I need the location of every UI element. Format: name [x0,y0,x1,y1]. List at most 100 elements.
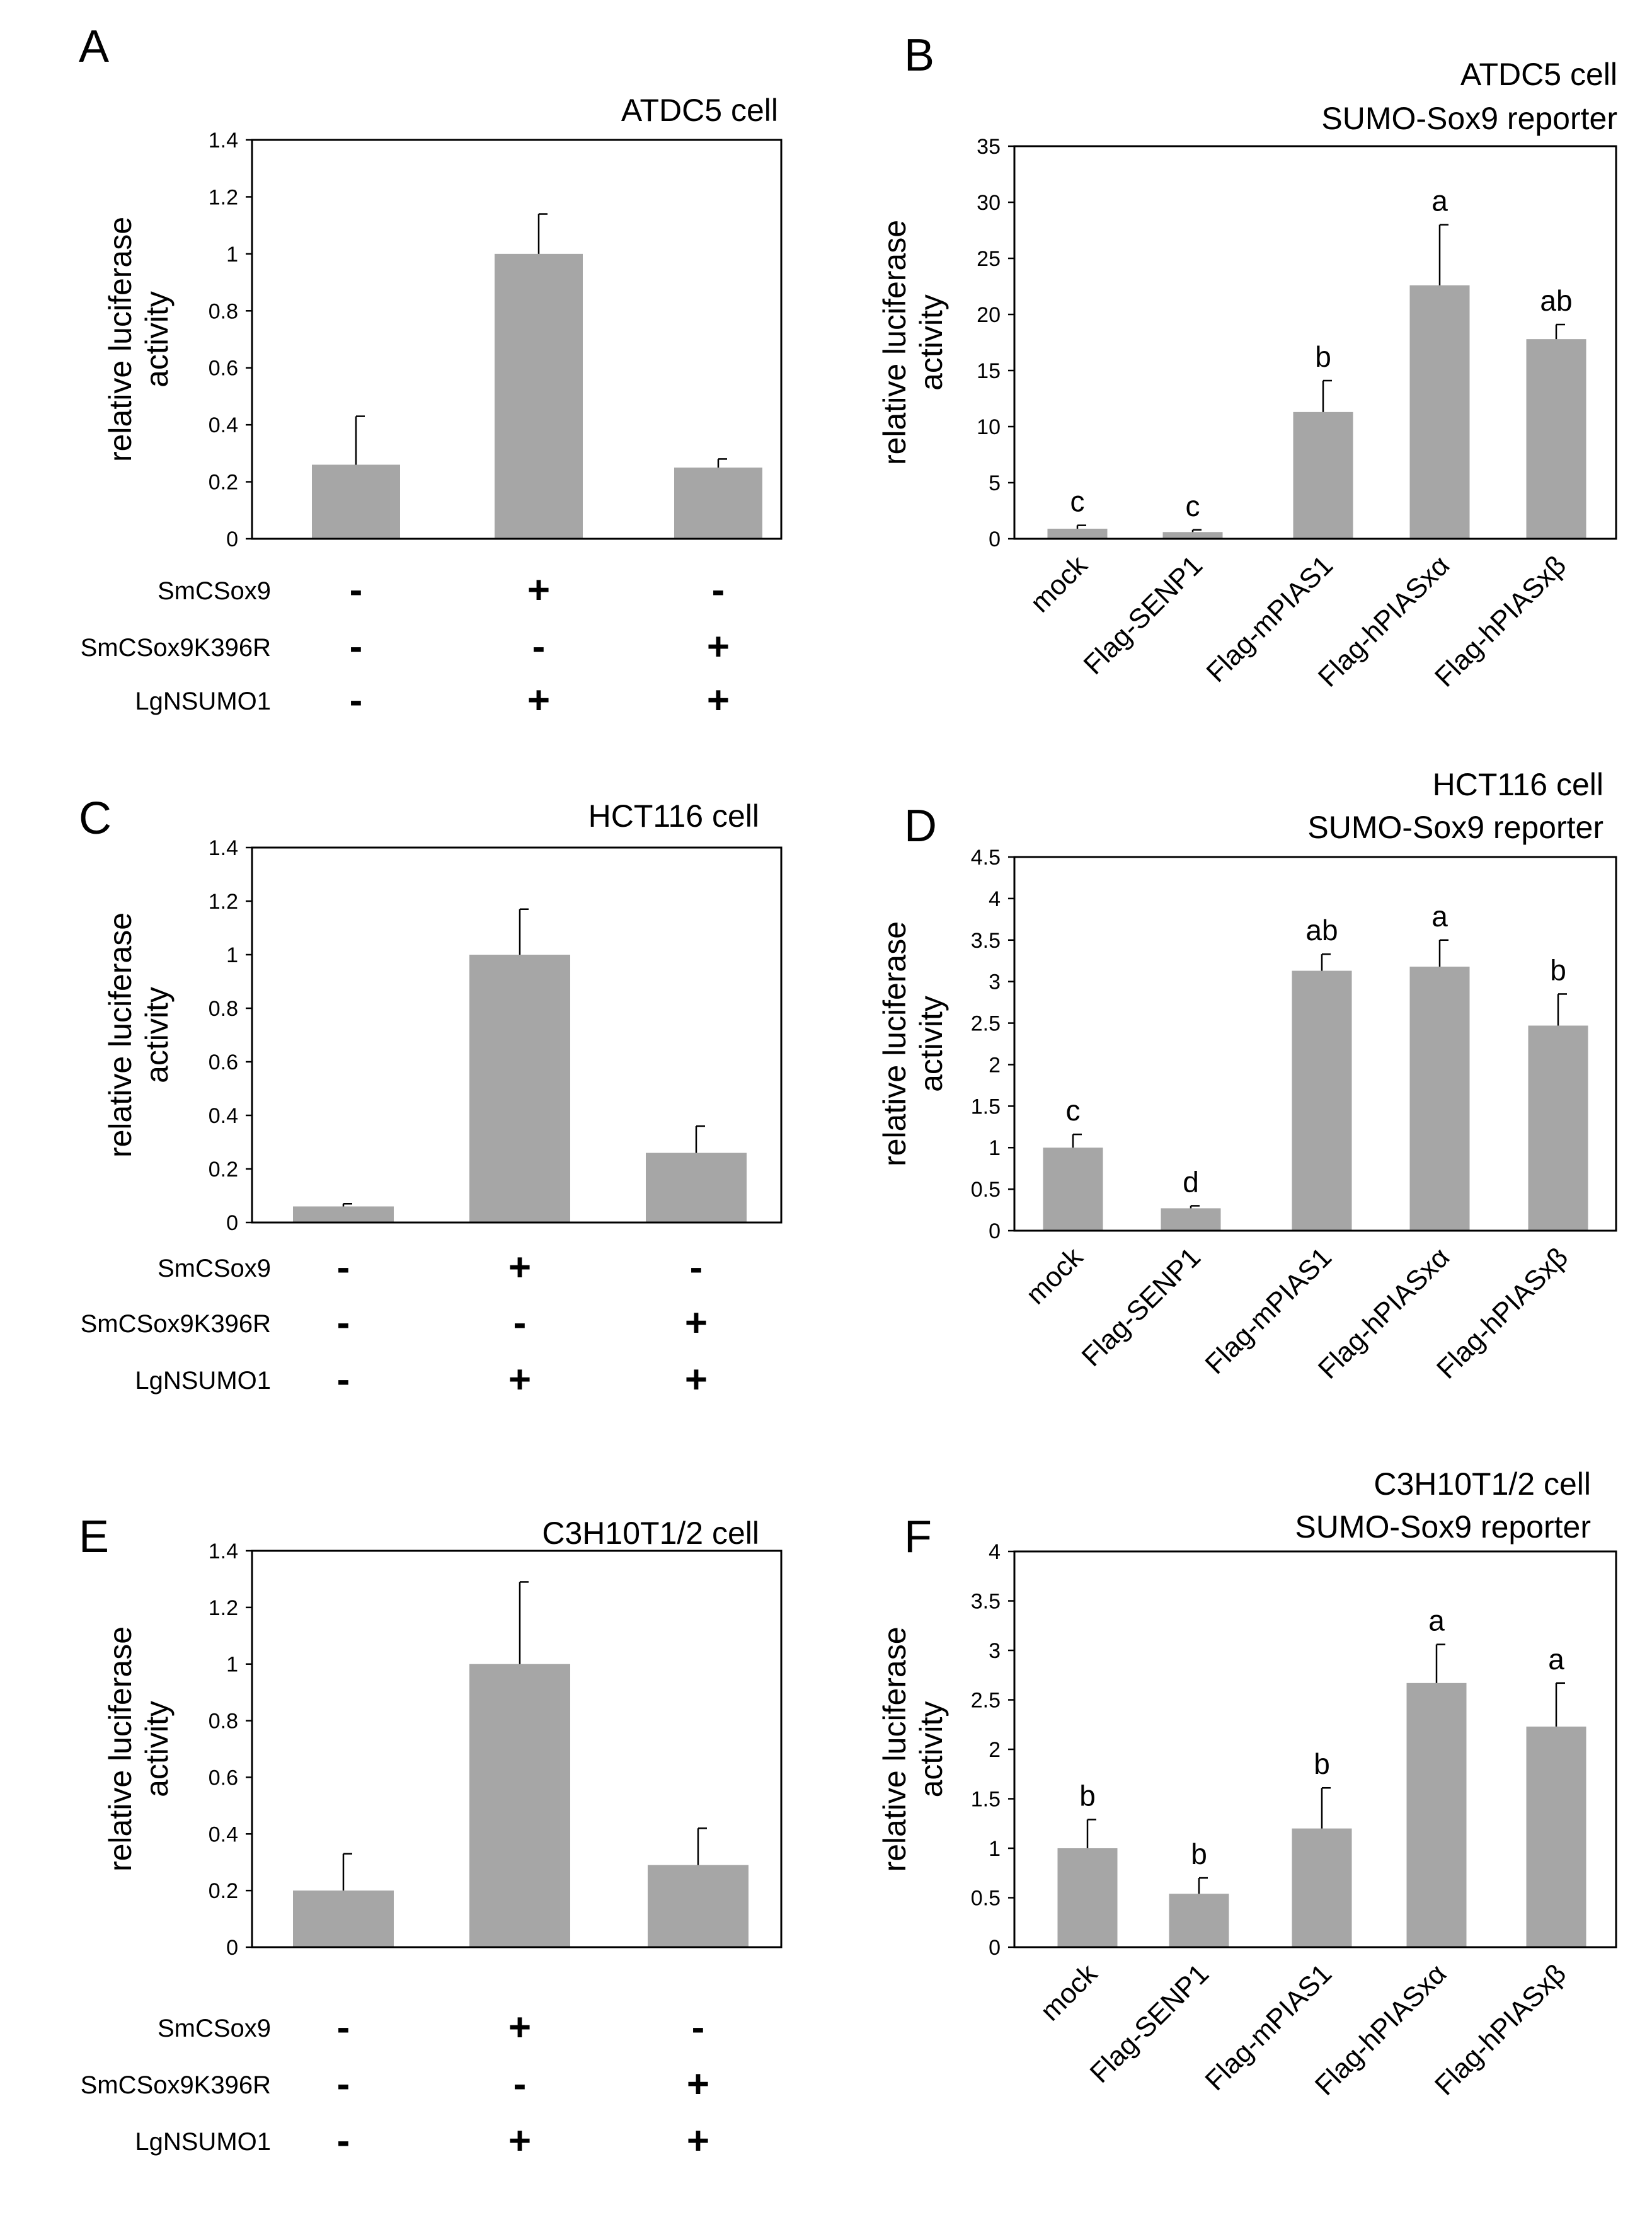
bar [1409,285,1470,539]
y-tick-label: 0 [989,1936,1001,1960]
significance-label: ab [1540,284,1572,317]
y-tick-label: 0.4 [209,1822,238,1846]
construct-row-label: SmCSox9K396R [81,1310,271,1338]
construct-sign: + [687,2063,709,2106]
plot-area [1013,145,1617,540]
y-axis-label: relative luciferase [877,921,912,1166]
construct-sign: + [707,625,730,669]
significance-label: ab [1305,914,1338,946]
bar [1406,1683,1467,1947]
x-category-label: Flag-SENP1 [1084,1958,1215,2089]
y-tick-label: 1.4 [209,836,238,860]
construct-row-label: LgNSUMO1 [135,2128,271,2156]
plot-area [251,846,783,1224]
significance-label: d [1183,1165,1199,1198]
y-tick-label: 15 [977,359,1001,383]
y-tick-label: 0.2 [209,1158,238,1182]
construct-sign: - [513,2063,527,2106]
construct-sign: - [712,568,725,612]
y-tick-label: 1 [226,1653,238,1677]
y-axis-label: relative luciferase [103,217,138,462]
construct-sign: - [337,1358,350,1401]
y-tick-label: 1.2 [209,1596,238,1620]
bar [1528,1025,1588,1231]
y-axis-label: activity [139,987,175,1083]
bar [648,1865,749,1947]
construct-row-label: LgNSUMO1 [135,1367,271,1395]
chart-title: SUMO-Sox9 reporter [1295,1509,1591,1545]
bar [1169,1894,1229,1947]
construct-sign: + [527,568,550,612]
bar [293,1206,394,1223]
panel-label: D [904,801,937,851]
y-axis-label: activity [139,1701,175,1797]
construct-sign: + [685,1301,708,1345]
y-tick-label: 1 [226,943,238,967]
construct-sign: - [690,1246,703,1289]
bar [495,253,583,539]
construct-sign: + [687,2119,709,2163]
y-axis-label: relative luciferase [103,1626,138,1872]
y-tick-label: 0.8 [209,299,238,323]
significance-label: a [1431,900,1448,933]
y-axis-label: activity [914,996,949,1092]
y-tick-label: 3 [989,970,1001,994]
y-axis-label: relative luciferase [877,220,912,465]
y-tick-label: 0.8 [209,1710,238,1734]
construct-sign: + [508,2119,531,2163]
construct-sign: + [527,679,550,722]
construct-row-label: SmCSox9 [158,2015,271,2042]
panel-label: F [904,1512,932,1562]
bar [1047,528,1108,539]
significance-label: b [1079,1779,1096,1812]
bar [1409,966,1470,1231]
y-tick-label: 4.5 [971,846,1001,870]
y-tick-label: 0.6 [209,357,238,381]
significance-label: b [1550,953,1566,986]
significance-label: b [1191,1838,1207,1870]
y-tick-label: 1.2 [209,890,238,914]
y-tick-label: 0 [226,527,238,551]
y-axis-label: activity [914,294,949,391]
panel-label: C [79,793,112,844]
panel-label: A [79,21,109,72]
construct-sign: - [532,625,546,669]
y-tick-label: 1.2 [209,185,238,209]
construct-row-label: SmCSox9 [158,1255,271,1282]
construct-sign: - [337,2063,350,2106]
y-tick-label: 1 [226,243,238,267]
y-tick-label: 1 [989,1837,1001,1861]
y-tick-label: 20 [977,303,1001,327]
y-tick-label: 1 [989,1136,1001,1160]
y-tick-label: 2.5 [971,1689,1001,1713]
plot-area [1013,856,1617,1232]
y-tick-label: 10 [977,415,1001,439]
construct-row-label: SmCSox9K396R [81,634,271,662]
plot-area [251,139,783,540]
y-tick-label: 0.8 [209,997,238,1021]
y-tick-label: 3.5 [971,1590,1001,1614]
y-tick-label: 1.5 [971,1095,1001,1119]
y-tick-label: 0.4 [209,1104,238,1128]
y-axis-label: activity [914,1701,949,1798]
construct-row-label: SmCSox9 [158,577,271,605]
construct-sign: - [337,2119,350,2163]
bar [1292,970,1352,1231]
significance-label: b [1314,1747,1330,1780]
y-tick-label: 0.5 [971,1887,1001,1911]
construct-sign: - [337,1301,350,1345]
y-tick-label: 4 [989,887,1001,911]
significance-label: c [1066,1094,1081,1127]
construct-sign: - [350,568,363,612]
construct-sign: - [692,2006,705,2049]
y-tick-label: 1.4 [209,129,238,152]
construct-sign: - [513,1301,527,1345]
y-tick-label: 2 [989,1738,1001,1762]
y-tick-label: 5 [989,471,1001,495]
bar [1057,1848,1118,1947]
bar [1161,1208,1221,1231]
construct-sign: - [350,625,363,669]
y-axis-label: relative luciferase [103,912,138,1158]
y-tick-label: 0.6 [209,1766,238,1790]
bar [469,955,570,1223]
